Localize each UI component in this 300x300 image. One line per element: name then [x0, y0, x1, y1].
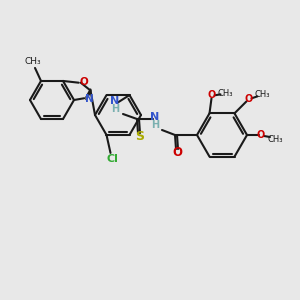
- Text: O: O: [80, 77, 88, 87]
- Text: N: N: [85, 94, 94, 104]
- Text: H: H: [151, 120, 159, 130]
- Text: O: O: [244, 94, 253, 104]
- Text: O: O: [207, 90, 216, 100]
- Text: Cl: Cl: [106, 154, 119, 164]
- Text: CH₃: CH₃: [218, 89, 233, 98]
- Text: CH₃: CH₃: [25, 57, 41, 66]
- Text: O: O: [257, 130, 265, 140]
- Text: CH₃: CH₃: [267, 134, 283, 143]
- Text: N: N: [150, 112, 160, 122]
- Text: O: O: [172, 146, 182, 160]
- Text: S: S: [136, 130, 145, 143]
- Text: CH₃: CH₃: [255, 90, 270, 99]
- Text: N: N: [110, 96, 120, 106]
- Text: H: H: [111, 104, 119, 114]
